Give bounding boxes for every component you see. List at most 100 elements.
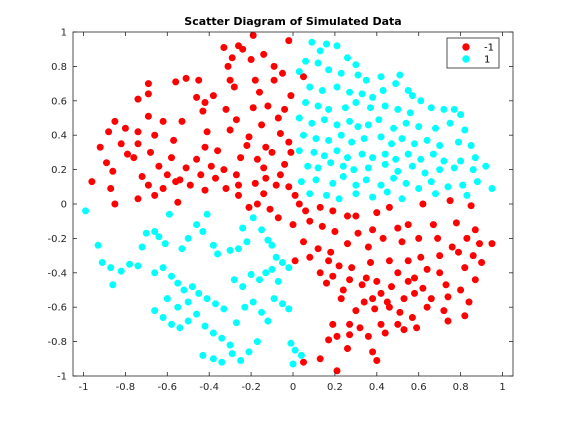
- series-1-point: [329, 207, 337, 215]
- series-2-point: [126, 260, 134, 268]
- series-2-point: [245, 348, 253, 356]
- series-2-point: [352, 61, 360, 69]
- series-2-point: [107, 264, 115, 272]
- series-2-point: [174, 303, 182, 311]
- series-1-point: [415, 234, 423, 242]
- series-2-point: [178, 245, 186, 253]
- series-1-point: [394, 224, 402, 232]
- series-2-point: [461, 126, 469, 134]
- series-2-point: [297, 351, 305, 359]
- series-2-point: [209, 355, 217, 363]
- series-2-point: [212, 300, 220, 308]
- series-2-point: [199, 351, 207, 359]
- series-2-point: [471, 154, 479, 162]
- series-1-point: [124, 150, 132, 158]
- series-1-point: [364, 243, 372, 251]
- series-1-point: [346, 320, 354, 328]
- series-1-point: [134, 140, 142, 148]
- series-2-point: [408, 92, 416, 100]
- series-1-point: [325, 257, 333, 265]
- series-1-point: [316, 355, 324, 363]
- series-1-point: [444, 317, 452, 325]
- series-1-point: [369, 295, 377, 303]
- series-1-point: [285, 183, 293, 191]
- y-tick-label: 0.8: [51, 62, 67, 73]
- series-1-point: [442, 281, 450, 289]
- series-1-point: [222, 185, 230, 193]
- series-2-point: [415, 123, 423, 131]
- series-2-point: [394, 105, 402, 113]
- series-1-point: [471, 226, 479, 234]
- series-1-point: [262, 174, 270, 182]
- x-tick-label: 0.2: [327, 382, 343, 393]
- series-1-point: [174, 198, 182, 206]
- series-1-point: [343, 344, 351, 352]
- series-1-point: [182, 74, 190, 82]
- series-1-point: [348, 264, 356, 272]
- series-1-point: [417, 253, 425, 261]
- series-1-point: [410, 274, 418, 282]
- series-2-point: [469, 166, 477, 174]
- series-1-point: [230, 83, 238, 91]
- series-2-point: [392, 80, 400, 88]
- series-2-point: [369, 93, 377, 101]
- series-2-point: [159, 264, 167, 272]
- y-tick-label: 0.6: [51, 96, 67, 107]
- series-1-point: [398, 238, 406, 246]
- series-1-point: [170, 136, 178, 144]
- series-1-point: [107, 185, 115, 193]
- series-1-point: [299, 73, 307, 81]
- series-2-point: [339, 162, 347, 170]
- series-1-point: [247, 55, 255, 63]
- series-2-point: [228, 350, 236, 358]
- series-2-point: [243, 238, 251, 246]
- series-2-point: [268, 241, 276, 249]
- series-1-point: [413, 324, 421, 332]
- series-2-point: [463, 191, 471, 199]
- series-2-point: [377, 73, 385, 81]
- series-2-point: [264, 317, 272, 325]
- x-tick-label: 0: [290, 382, 296, 393]
- series-2-point: [322, 191, 330, 199]
- series-2-point: [239, 283, 247, 291]
- series-1-point: [285, 37, 293, 45]
- series-2-point: [352, 181, 360, 189]
- series-1-point: [245, 203, 253, 211]
- x-tick-label: -0.6: [158, 382, 178, 393]
- series-2-point: [457, 157, 465, 165]
- series-2-point: [322, 40, 330, 48]
- series-2-point: [381, 160, 389, 168]
- series-1-point: [436, 252, 444, 260]
- series-2-point: [188, 283, 196, 291]
- series-2-point: [142, 229, 150, 237]
- series-1-point: [291, 257, 299, 265]
- series-2-point: [151, 269, 159, 277]
- series-2-point: [427, 104, 435, 112]
- series-1-point: [249, 104, 257, 112]
- series-1-point: [337, 295, 345, 303]
- series-1-point: [373, 356, 381, 364]
- series-2-point: [314, 102, 322, 110]
- series-1-point: [475, 240, 483, 248]
- series-2-point: [318, 87, 326, 95]
- series-2-point: [193, 221, 201, 229]
- series-2-point: [302, 99, 310, 107]
- series-1-point: [419, 200, 427, 208]
- series-1-point: [197, 171, 205, 179]
- series-1-point: [193, 155, 201, 163]
- series-1-point: [147, 148, 155, 156]
- series-2-point: [421, 169, 429, 177]
- series-2-point: [467, 142, 475, 150]
- series-1-point: [232, 116, 240, 124]
- series-2-point: [299, 131, 307, 139]
- series-1-point: [461, 312, 469, 320]
- series-1-point: [260, 164, 268, 172]
- series-1-point: [467, 202, 475, 210]
- series-2-point: [381, 102, 389, 110]
- series-2-point: [249, 214, 257, 222]
- y-tick-label: -0.2: [47, 234, 67, 245]
- series-1-point: [461, 264, 469, 272]
- series-2-point: [398, 195, 406, 203]
- series-2-point: [312, 176, 320, 184]
- series-2-point: [253, 338, 261, 346]
